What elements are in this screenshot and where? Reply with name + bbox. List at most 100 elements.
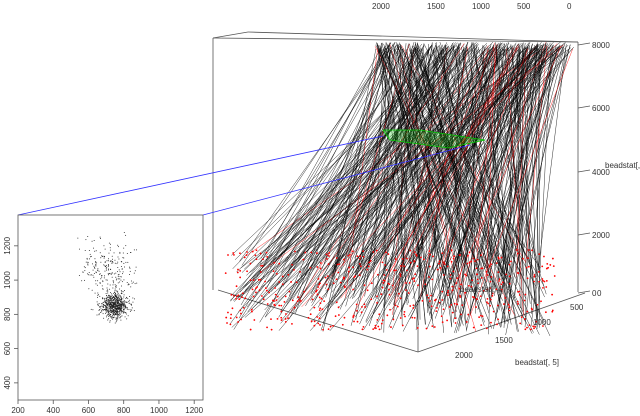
floor-point	[481, 277, 483, 279]
inset-point	[102, 302, 104, 304]
floor-point	[326, 275, 329, 277]
projection-line	[452, 47, 460, 283]
floor-point	[332, 282, 335, 285]
projection-line	[415, 42, 421, 320]
floor-point	[449, 274, 452, 276]
floor-point	[489, 298, 492, 301]
floor-point	[347, 254, 350, 257]
floor-point	[318, 283, 320, 286]
inset-point	[117, 256, 119, 258]
inset-point	[118, 302, 120, 304]
projection-line	[320, 43, 416, 331]
inset-point	[112, 298, 114, 300]
floor-point	[452, 270, 455, 273]
floor-point	[508, 306, 511, 309]
inset-point	[117, 282, 119, 284]
floor-point	[359, 265, 362, 268]
floor-point	[352, 316, 355, 318]
floor-point	[406, 269, 408, 272]
floor-point	[380, 322, 383, 325]
projection-line	[381, 49, 430, 309]
floor-point	[441, 290, 444, 293]
projection-line	[500, 44, 561, 326]
floor-point	[541, 278, 544, 280]
inset-point	[123, 302, 125, 304]
inset-point	[118, 278, 120, 280]
inset-point	[119, 307, 121, 309]
projection-line	[489, 42, 526, 305]
projection-line	[361, 42, 460, 280]
floor-point	[386, 314, 389, 317]
inset-point	[116, 308, 118, 310]
z-tick-label: 2000	[592, 231, 610, 240]
floor-point	[422, 258, 425, 261]
floor-point	[446, 265, 449, 268]
x-axis-label: beadstat[, 4]	[460, 285, 504, 294]
floor-point	[235, 316, 238, 319]
floor-point	[293, 306, 296, 309]
inset-point	[108, 296, 110, 298]
floor-point	[237, 294, 240, 297]
inset-point	[123, 231, 125, 233]
inset-point	[88, 258, 90, 260]
inset-point	[119, 309, 121, 311]
projection-line	[382, 48, 490, 293]
inset-point	[109, 297, 111, 299]
floor-point	[381, 286, 384, 289]
inset-point	[96, 284, 98, 286]
projection-line	[397, 42, 433, 298]
inset-point	[111, 307, 113, 309]
floor-point	[364, 306, 366, 308]
inset-point	[113, 273, 115, 275]
floor-point	[239, 269, 242, 272]
floor-point	[376, 273, 379, 276]
floor-point	[283, 301, 286, 303]
projection-line	[233, 46, 494, 302]
floor-point	[500, 256, 503, 259]
z-tick-label: 6000	[592, 104, 610, 113]
floor-point	[415, 254, 418, 257]
inset-point	[113, 291, 115, 293]
floor-point	[433, 299, 436, 302]
floor-point	[274, 287, 276, 289]
inset-point	[116, 312, 118, 314]
inset-point	[121, 310, 123, 312]
inset-point	[112, 287, 114, 289]
inset-point	[107, 307, 109, 309]
floor-point	[359, 255, 362, 258]
inset-point	[105, 311, 107, 313]
inset-point	[123, 310, 125, 312]
projection-line	[379, 48, 493, 329]
inset-point	[94, 258, 96, 260]
floor-point	[452, 257, 455, 260]
floor-point	[428, 250, 431, 253]
floor-point	[518, 294, 521, 296]
projection-line	[384, 48, 455, 313]
inset-point	[116, 304, 118, 306]
inset-point	[107, 296, 109, 298]
box-edge	[417, 292, 586, 353]
inset-point	[126, 308, 128, 310]
floor-point	[296, 300, 299, 303]
inset-point	[125, 306, 127, 308]
floor-point	[356, 255, 359, 258]
box-edge	[212, 37, 579, 43]
inset-point	[114, 314, 116, 316]
floor-point	[508, 309, 511, 312]
inset-point	[93, 273, 95, 275]
inset-point	[100, 303, 102, 305]
floor-point	[508, 275, 511, 278]
floor-point	[387, 253, 390, 256]
inset-y-tick-label: 400	[3, 376, 12, 390]
inset-point	[115, 285, 117, 287]
floor-point	[519, 322, 522, 325]
inset-point	[111, 262, 113, 264]
inset-point	[120, 302, 122, 304]
inset-point	[119, 288, 121, 290]
floor-point	[404, 315, 406, 318]
floor-point	[432, 255, 435, 258]
floor-point	[409, 261, 412, 264]
projection-line	[392, 43, 468, 306]
projection-line	[434, 43, 533, 319]
projection-line	[286, 47, 557, 291]
